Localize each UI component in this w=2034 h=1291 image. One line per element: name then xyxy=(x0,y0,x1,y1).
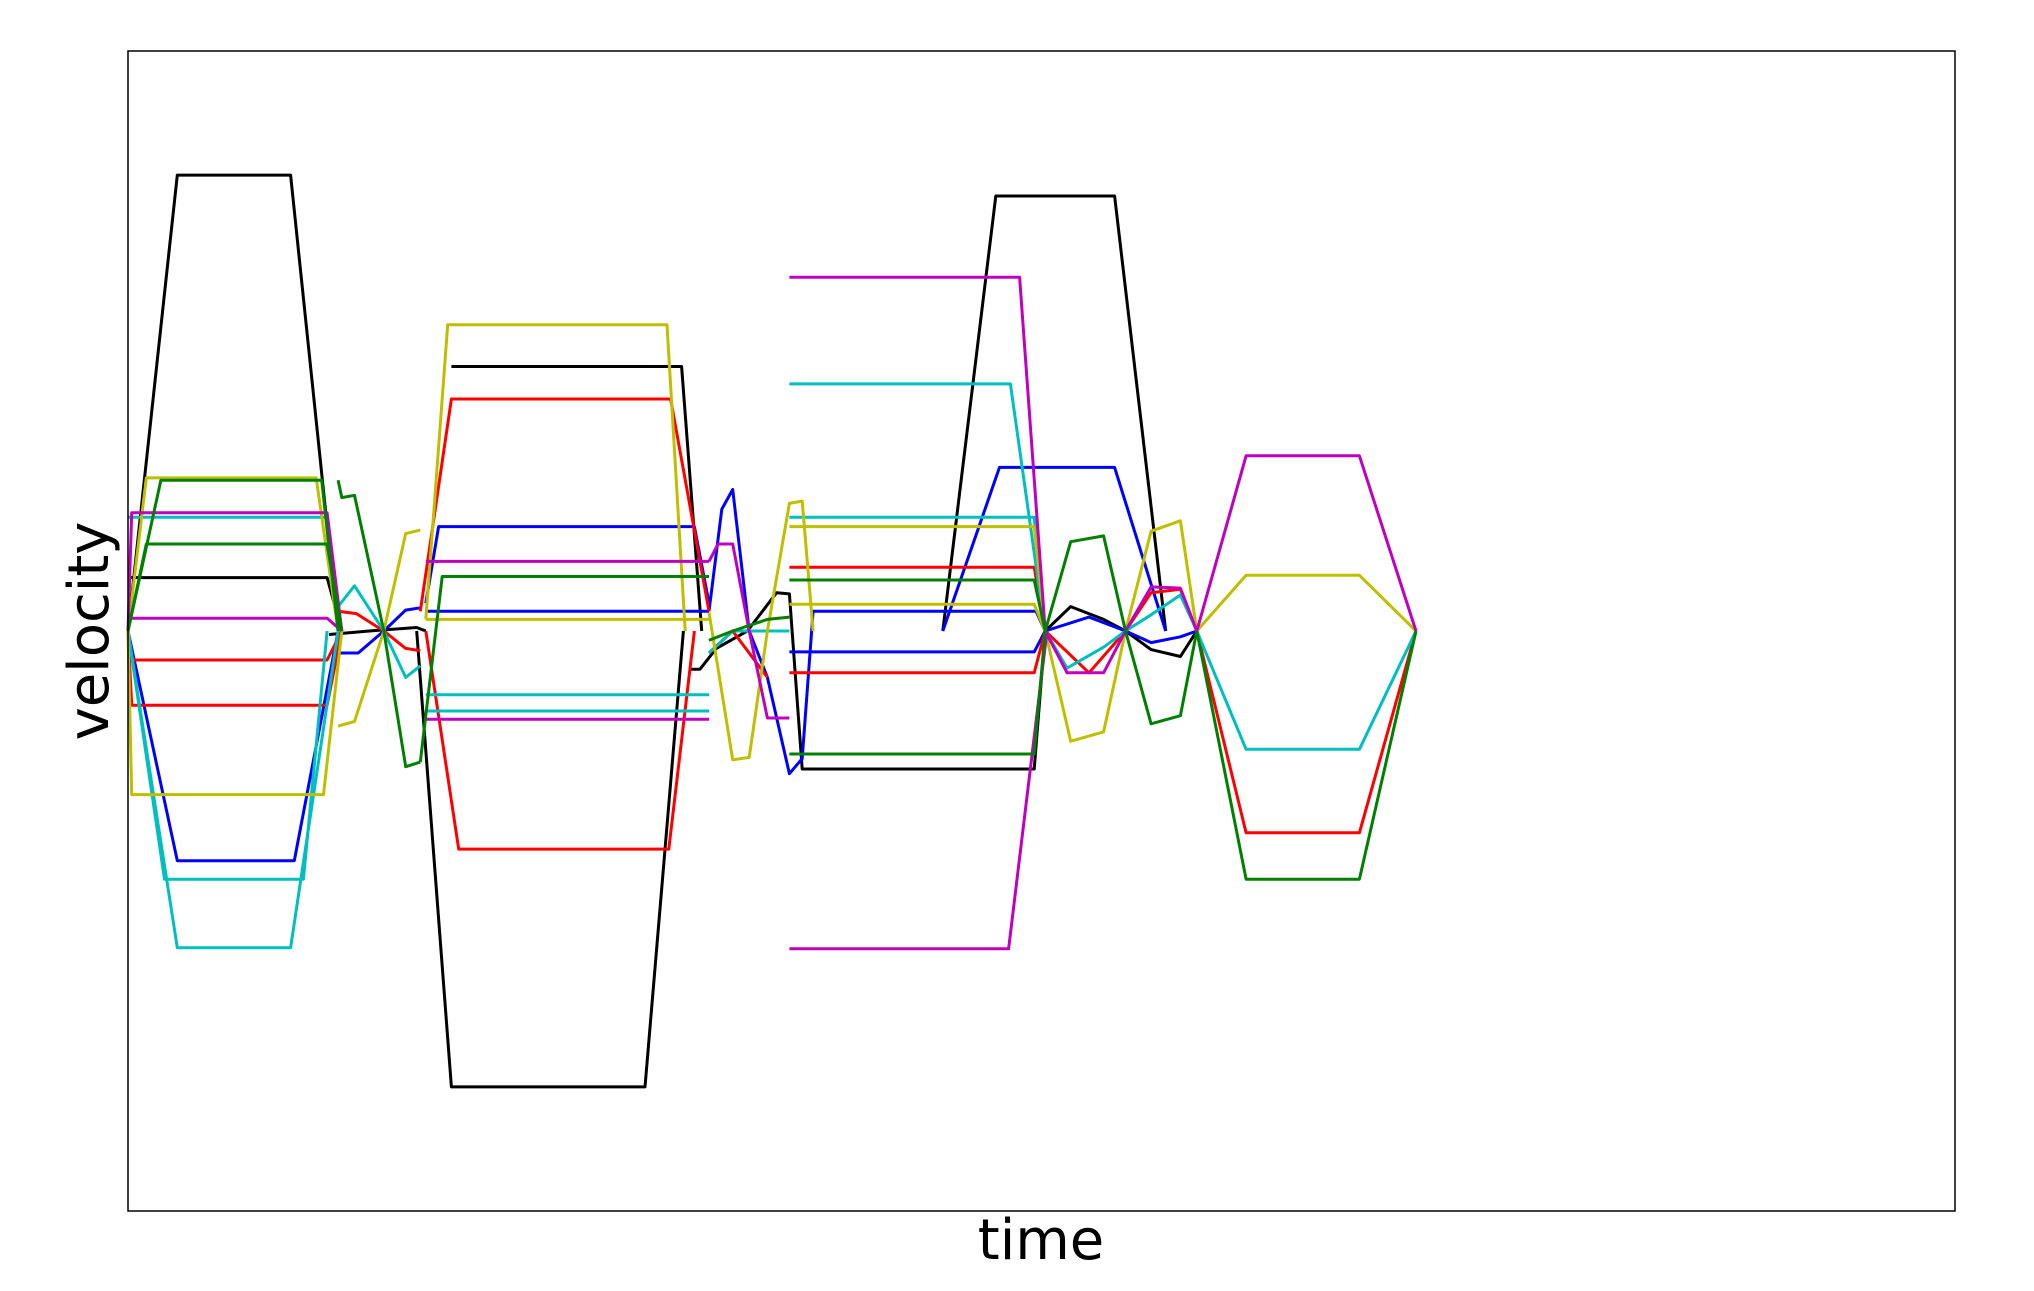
series-6-line-3 xyxy=(418,575,709,763)
series-3-line-1 xyxy=(126,630,329,881)
series-5-line-4 xyxy=(707,542,790,720)
series-1-line-5 xyxy=(707,488,1047,776)
series-0-line-5 xyxy=(451,365,704,632)
plot-frame xyxy=(127,50,1956,1212)
y-axis-label: velocity xyxy=(57,522,122,741)
series-5-line-0 xyxy=(126,511,344,632)
x-axis-label: time xyxy=(978,1208,1105,1273)
series-2-line-9 xyxy=(1195,630,1418,835)
series-6-line-7 xyxy=(1043,534,1199,726)
series-3-line-10 xyxy=(1195,630,1418,751)
series-2-line-3 xyxy=(418,397,711,612)
series-layer xyxy=(126,173,1418,1089)
series-4-line-6 xyxy=(765,499,815,632)
series-6-line-2 xyxy=(336,479,421,769)
series-5-line-8 xyxy=(1195,454,1418,632)
series-1-line-7 xyxy=(1044,615,1198,645)
series-0-line-2 xyxy=(941,194,1168,632)
series-0-line-6 xyxy=(688,591,1047,771)
series-2-line-4 xyxy=(424,630,696,851)
series-4-line-8 xyxy=(789,602,1047,632)
series-1-line-6 xyxy=(789,630,1047,654)
series-6-line-6 xyxy=(789,630,1047,756)
series-4-line-3 xyxy=(424,323,687,632)
series-6-line-8 xyxy=(1195,630,1418,881)
series-0 xyxy=(126,173,1199,1089)
series-6-line-5 xyxy=(789,578,1047,632)
series-1 xyxy=(126,465,1198,863)
series-5 xyxy=(126,275,1418,951)
series-6-line-1 xyxy=(126,542,344,632)
series-5-line-6 xyxy=(789,275,1047,632)
series-4-line-0 xyxy=(126,476,340,632)
series-4-line-1 xyxy=(126,630,344,797)
series-1-line-1 xyxy=(941,465,1168,632)
series-4-line-5 xyxy=(707,612,769,762)
series-2-line-7 xyxy=(789,630,1047,675)
series-4-line-10 xyxy=(1195,573,1418,633)
series-0-line-0 xyxy=(126,173,340,632)
series-6 xyxy=(126,478,1418,881)
series-0-line-1 xyxy=(415,630,685,1089)
series-5-line-5 xyxy=(789,630,1049,951)
series-6-line-4 xyxy=(708,615,790,642)
series-0-line-4 xyxy=(328,626,427,636)
series-3-line-8 xyxy=(789,382,1047,632)
